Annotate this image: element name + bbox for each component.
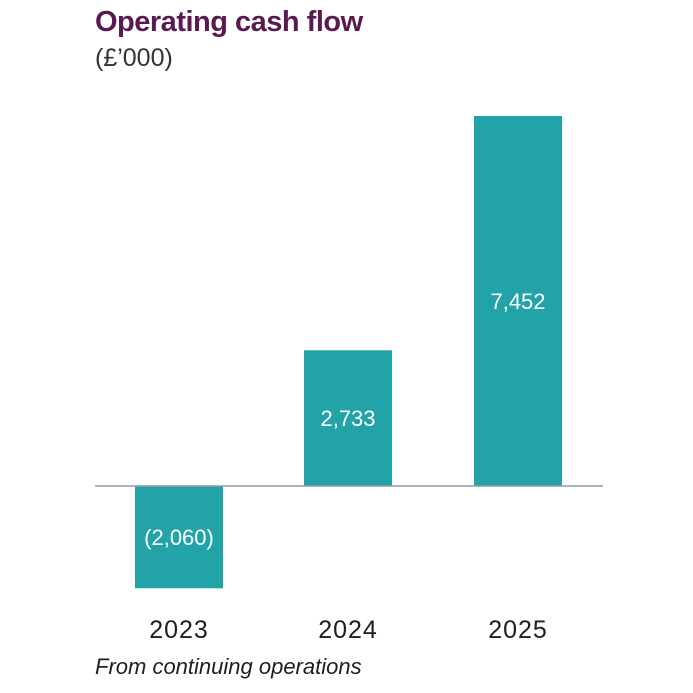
chart-subtitle: (£’000) (95, 44, 173, 72)
data-label-2024: 2,733 (320, 406, 375, 431)
bar-2023 (135, 486, 223, 589)
bars-layer (135, 116, 562, 589)
tick-label-2024: 2024 (318, 616, 378, 644)
chart-footnote: From continuing operations (95, 654, 362, 679)
chart-title: Operating cash flow (95, 6, 363, 38)
data-label-2023: (2,060) (144, 525, 214, 550)
labels-layer: (2,060) 2,733 7,452 (144, 289, 545, 550)
tick-labels-layer: 2023 2024 2025 (149, 616, 548, 644)
tick-label-2025: 2025 (488, 616, 548, 644)
data-label-2025: 7,452 (490, 289, 545, 314)
tick-label-2023: 2023 (149, 616, 209, 644)
bar-2024 (304, 350, 392, 486)
bar-2025 (474, 116, 562, 486)
